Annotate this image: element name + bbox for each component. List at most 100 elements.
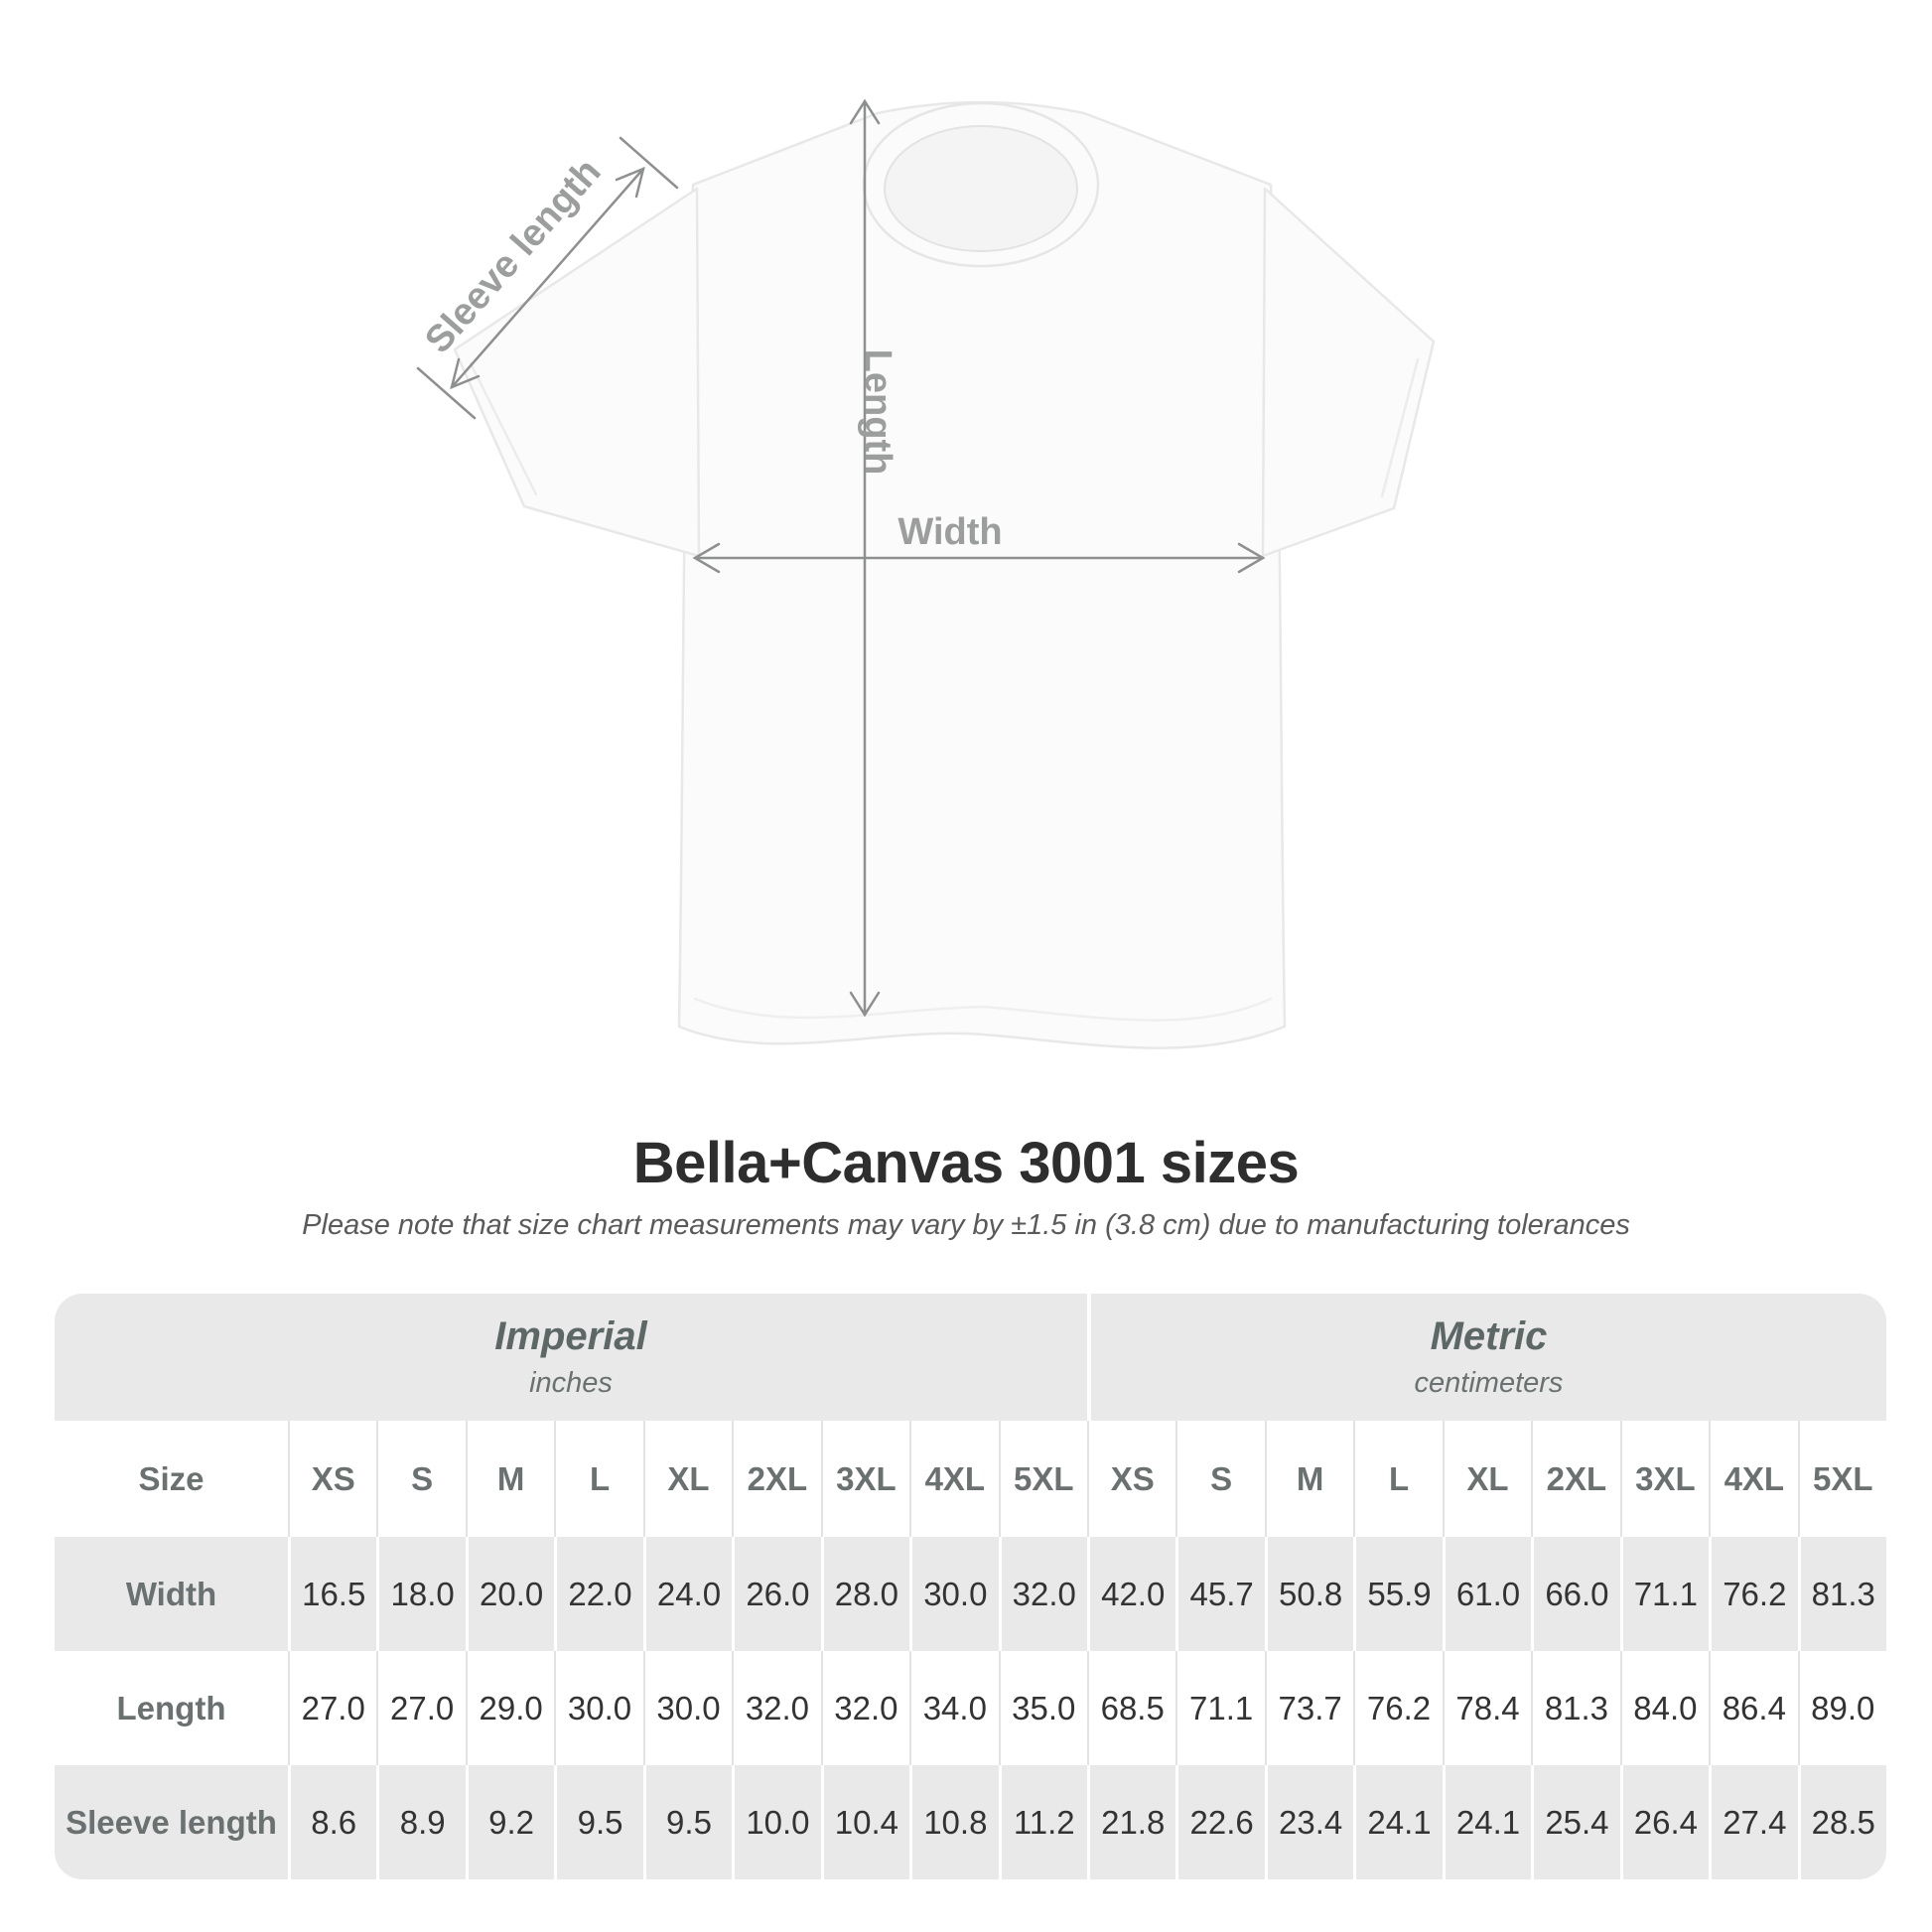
tshirt-measurement-diagram: Sleeve length Length Width — [416, 98, 1436, 1049]
row-label-length: Length — [116, 1689, 226, 1726]
width-metric-l: 55.9 — [1353, 1537, 1443, 1651]
size-header-metric-5xl: 5XL — [1797, 1421, 1886, 1537]
sleeve-metric-3xl: 26.4 — [1619, 1765, 1710, 1879]
width-imperial-3xl: 28.0 — [820, 1537, 910, 1651]
length-imperial-m: 29.0 — [465, 1651, 554, 1765]
width-imperial-xl: 24.0 — [642, 1537, 733, 1651]
tolerance-note: Please note that size chart measurements… — [302, 1209, 1630, 1241]
length-metric-2xl: 81.3 — [1531, 1651, 1619, 1765]
tshirt-graphic — [453, 100, 1436, 1049]
sleeve-metric-xs: 21.8 — [1086, 1765, 1176, 1879]
size-header-imperial-m: M — [465, 1421, 554, 1537]
sleeve-metric-m: 23.4 — [1264, 1765, 1354, 1879]
group-unit-metric: centimeters — [1414, 1367, 1564, 1399]
measurement-annotations — [416, 98, 1266, 1018]
length-metric-l: 76.2 — [1353, 1651, 1442, 1765]
width-metric-xs: 42.0 — [1086, 1537, 1176, 1651]
size-header-metric-xl: XL — [1442, 1421, 1531, 1537]
sleeve-metric-4xl: 27.4 — [1709, 1765, 1798, 1879]
sleeve-imperial-l: 9.5 — [554, 1765, 643, 1879]
length-imperial-l: 30.0 — [554, 1651, 642, 1765]
width-metric-4xl: 76.2 — [1709, 1537, 1798, 1651]
length-metric-xs: 68.5 — [1086, 1651, 1175, 1765]
sleeve-imperial-xs: 8.6 — [288, 1765, 377, 1879]
sleeve-imperial-s: 8.9 — [376, 1765, 466, 1879]
length-imperial-xs: 27.0 — [288, 1651, 376, 1765]
width-metric-3xl: 71.1 — [1619, 1537, 1710, 1651]
group-header-metric: Metric centimeters — [1086, 1294, 1886, 1421]
length-metric-s: 71.1 — [1175, 1651, 1264, 1765]
size-header-imperial-l: L — [554, 1421, 642, 1537]
tshirt-right-sleeve — [1261, 187, 1436, 558]
length-imperial-5xl: 35.0 — [998, 1651, 1087, 1765]
sleeve-length-arrow — [416, 136, 679, 420]
sleeve-tick-lower — [416, 366, 477, 420]
size-header-imperial-xs: XS — [288, 1421, 376, 1537]
length-metric-4xl: 86.4 — [1709, 1651, 1797, 1765]
group-name-imperial: Imperial — [494, 1314, 647, 1358]
width-metric-xl: 61.0 — [1442, 1537, 1532, 1651]
sleeve-tick-upper — [619, 136, 679, 190]
sleeve-metric-s: 22.6 — [1175, 1765, 1265, 1879]
size-header-imperial-3xl: 3XL — [820, 1421, 909, 1537]
width-arrow — [692, 542, 1266, 574]
size-header-metric-4xl: 4XL — [1709, 1421, 1797, 1537]
length-metric-3xl: 84.0 — [1619, 1651, 1709, 1765]
sleeve-imperial-5xl: 11.2 — [998, 1765, 1087, 1879]
tshirt-left-sleeve — [453, 187, 701, 558]
size-column-header: Size — [138, 1459, 205, 1497]
size-header-metric-2xl: 2XL — [1531, 1421, 1619, 1537]
width-metric-s: 45.7 — [1175, 1537, 1265, 1651]
length-metric-xl: 78.4 — [1442, 1651, 1531, 1765]
sleeve-metric-2xl: 25.4 — [1531, 1765, 1620, 1879]
length-imperial-2xl: 32.0 — [732, 1651, 820, 1765]
width-metric-2xl: 66.0 — [1531, 1537, 1620, 1651]
width-metric-m: 50.8 — [1264, 1537, 1354, 1651]
sleeve-imperial-m: 9.2 — [465, 1765, 555, 1879]
width-imperial-xs: 16.5 — [288, 1537, 377, 1651]
length-metric-m: 73.7 — [1264, 1651, 1353, 1765]
length-imperial-3xl: 32.0 — [820, 1651, 909, 1765]
row-label-sleeve-length: Sleeve length — [55, 1765, 288, 1879]
length-label: Length — [857, 349, 898, 476]
size-header-metric-s: S — [1175, 1421, 1264, 1537]
size-header-metric-m: M — [1264, 1421, 1353, 1537]
sleeve-imperial-3xl: 10.4 — [820, 1765, 910, 1879]
sleeve-metric-xl: 24.1 — [1442, 1765, 1532, 1879]
sleeve-imperial-xl: 9.5 — [642, 1765, 733, 1879]
left-cuff-seam — [469, 361, 538, 496]
width-imperial-4xl: 30.0 — [909, 1537, 999, 1651]
group-header-imperial: Imperial inches — [55, 1294, 1087, 1421]
width-metric-5xl: 81.3 — [1797, 1537, 1886, 1651]
group-name-metric: Metric — [1430, 1314, 1548, 1358]
length-imperial-s: 27.0 — [376, 1651, 465, 1765]
size-header-metric-l: L — [1353, 1421, 1442, 1537]
group-unit-imperial: inches — [529, 1367, 613, 1399]
right-cuff-seam — [1380, 357, 1420, 498]
width-imperial-2xl: 26.0 — [732, 1537, 821, 1651]
width-label: Width — [897, 511, 1002, 553]
size-header-imperial-5xl: 5XL — [998, 1421, 1087, 1537]
row-label-width: Width — [55, 1537, 288, 1651]
length-imperial-xl: 30.0 — [642, 1651, 732, 1765]
size-table: Imperial inches Metric centimeters Size … — [55, 1294, 1886, 1879]
sleeve-imperial-4xl: 10.8 — [909, 1765, 999, 1879]
width-imperial-5xl: 32.0 — [998, 1537, 1087, 1651]
sleeve-metric-5xl: 28.5 — [1797, 1765, 1886, 1879]
length-metric-5xl: 89.0 — [1797, 1651, 1886, 1765]
width-imperial-m: 20.0 — [465, 1537, 555, 1651]
collar-inner — [884, 125, 1078, 252]
size-header-imperial-4xl: 4XL — [909, 1421, 998, 1537]
sleeve-imperial-2xl: 10.0 — [732, 1765, 821, 1879]
hem-seam — [693, 997, 1273, 1022]
page-title: Bella+Canvas 3001 sizes — [632, 1131, 1300, 1195]
size-header-imperial-2xl: 2XL — [732, 1421, 820, 1537]
width-imperial-l: 22.0 — [554, 1537, 643, 1651]
size-header-imperial-xl: XL — [642, 1421, 732, 1537]
size-header-metric-xs: XS — [1086, 1421, 1175, 1537]
sleeve-metric-l: 24.1 — [1353, 1765, 1443, 1879]
size-header-metric-3xl: 3XL — [1619, 1421, 1709, 1537]
length-imperial-4xl: 34.0 — [909, 1651, 998, 1765]
width-imperial-s: 18.0 — [376, 1537, 466, 1651]
